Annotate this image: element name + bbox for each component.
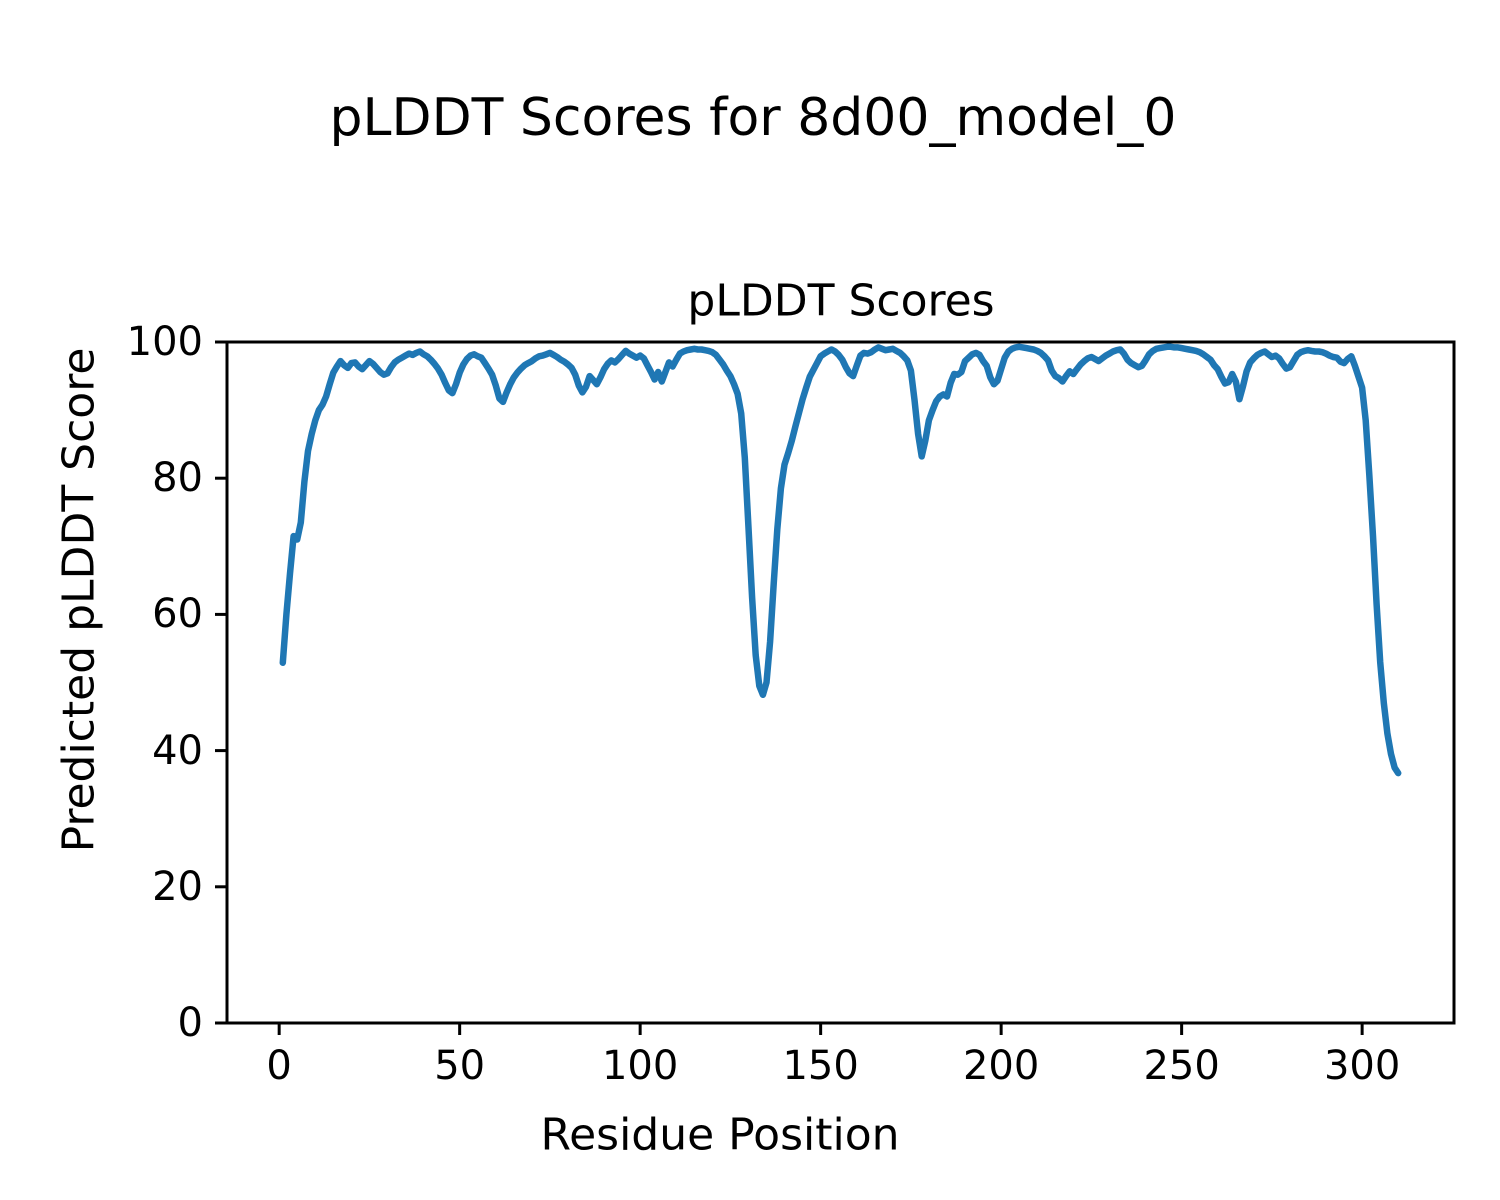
x-tick-label: 50 — [434, 1043, 486, 1089]
y-tick-label: 100 — [126, 319, 203, 365]
axes-frame — [225, 340, 1456, 1025]
y-tick-label: 80 — [152, 455, 203, 502]
plddt-line — [279, 343, 1402, 777]
y-axis-label: Predicted pLDDT Score — [53, 347, 105, 853]
x-axis-label: Residue Position — [540, 1109, 900, 1161]
x-tick-label: 100 — [601, 1043, 679, 1089]
y-tick-label: 40 — [152, 727, 203, 774]
x-tick-label: 150 — [782, 1043, 859, 1089]
figure-title: pLDDT Scores for 8d00_model_0 — [329, 88, 1177, 148]
y-tick-label: 60 — [152, 591, 203, 638]
x-tick-label: 0 — [266, 1043, 292, 1089]
x-tick-label: 250 — [1143, 1043, 1220, 1089]
x-tick-label: 200 — [962, 1043, 1040, 1089]
y-tick-label: 0 — [177, 1000, 203, 1046]
y-tick-label: 20 — [152, 863, 203, 910]
axes-title: pLDDT Scores — [687, 275, 995, 327]
x-tick-label: 300 — [1323, 1043, 1401, 1089]
